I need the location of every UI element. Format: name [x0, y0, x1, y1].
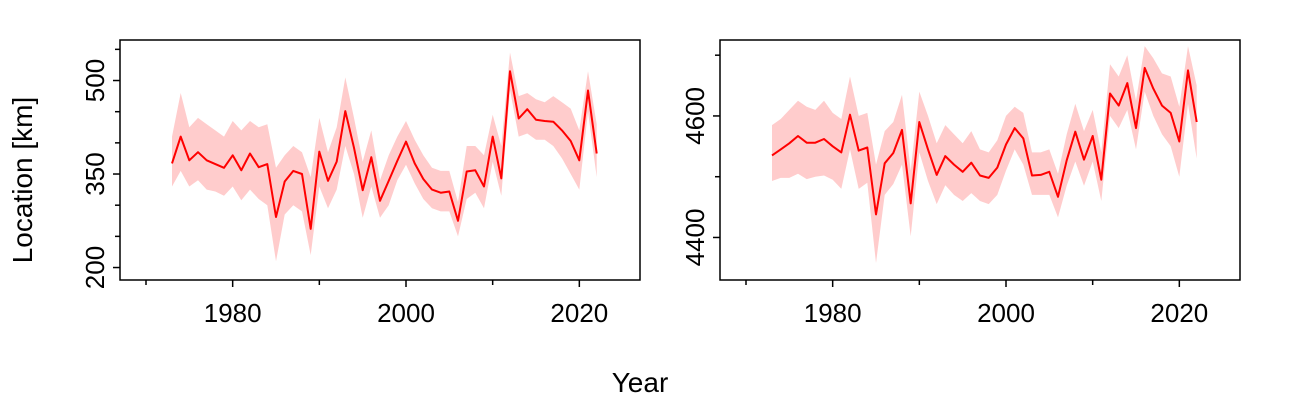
- right-y-tick-label: 4400: [680, 209, 710, 267]
- left-plot-marks: 1980 2000 2020 200 350 500: [80, 48, 608, 328]
- left-confidence-band: [172, 52, 597, 262]
- y-axis-label: Location [km]: [7, 97, 38, 264]
- left-series-line: [171, 70, 598, 230]
- right-confidence-band: [772, 46, 1197, 263]
- right-x-tick-label: 2000: [977, 298, 1035, 328]
- x-axis-label: Year: [612, 367, 669, 398]
- right-plot-frame: [719, 39, 1241, 281]
- left-y-tick-label: 350: [80, 152, 110, 195]
- right-plot-marks: 1980 2000 2020 4400 4600: [680, 46, 1208, 328]
- right-x-tick-label: 1980: [804, 298, 862, 328]
- right-x-tick-label: 2020: [1150, 298, 1208, 328]
- right-y-tick-label: 4600: [680, 87, 710, 145]
- left-x-tick-label: 2020: [550, 298, 608, 328]
- right-series-line: [771, 66, 1198, 216]
- left-y-tick-label: 200: [80, 246, 110, 289]
- right-panel: 1980 2000 2020 4400 4600: [680, 39, 1241, 328]
- left-plot-frame: [119, 39, 641, 281]
- left-y-tick-label: 500: [80, 59, 110, 102]
- left-panel: 1980 2000 2020 200 350 500: [80, 39, 641, 328]
- left-x-tick-label: 1980: [204, 298, 262, 328]
- left-x-tick-label: 2000: [377, 298, 435, 328]
